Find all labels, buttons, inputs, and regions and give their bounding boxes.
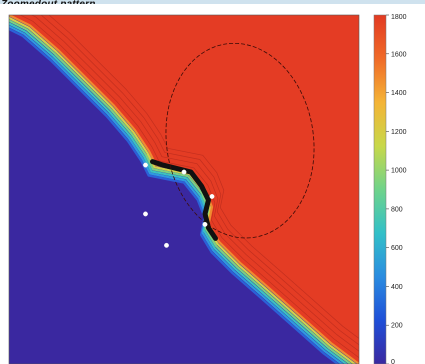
plot-area: [9, 15, 359, 364]
contour-band-2: [9, 22, 349, 364]
contour-line-3: [40, 15, 359, 346]
contour-band-1: [9, 25, 344, 364]
plot-border: [8, 14, 360, 364]
contour-line-1: [19, 15, 359, 359]
figure-panel: 1800 1600 1400 1200 1000 800 600 400 200 0: [0, 4, 425, 364]
colorbar-tick-label-9: 0: [391, 359, 395, 364]
boundary-structure: [150, 159, 218, 241]
contour-band-0: [9, 27, 340, 364]
marker-point-6: [164, 242, 169, 248]
colorbar: 1800 1600 1400 1200 1000 800 600 400 200 0: [373, 14, 407, 364]
colorbar-tick-label-2: 1400: [391, 90, 407, 97]
heatmap-chart: 1800 1600 1400 1200 1000 800 600 400 200 0: [8, 14, 407, 364]
colorbar-tick-label-6: 600: [391, 245, 403, 252]
marker-point-4: [202, 221, 208, 227]
contour-band-3: [9, 19, 353, 364]
marker-point-1: [143, 162, 148, 168]
colorbar-tick-label-4: 1000: [391, 168, 407, 175]
colorbar-tick-label-3: 1200: [391, 129, 407, 136]
colorbar-bar: [373, 14, 387, 364]
dashed-ellipse-contour: [165, 42, 315, 239]
marker-point-5: [143, 211, 148, 217]
colorbar-tick-label-5: 800: [391, 206, 403, 213]
colorbar-tick-label-1: 1600: [391, 51, 407, 58]
marker-point-3: [209, 194, 215, 199]
contour-line-2: [30, 15, 359, 352]
marker-point-2: [181, 169, 187, 175]
colorbar-tick-label-7: 400: [391, 284, 403, 291]
colorbar-tick-label-8: 200: [391, 323, 403, 330]
colorbar-tick-label-0: 1800: [391, 14, 407, 21]
contour-line-4: [48, 15, 359, 339]
